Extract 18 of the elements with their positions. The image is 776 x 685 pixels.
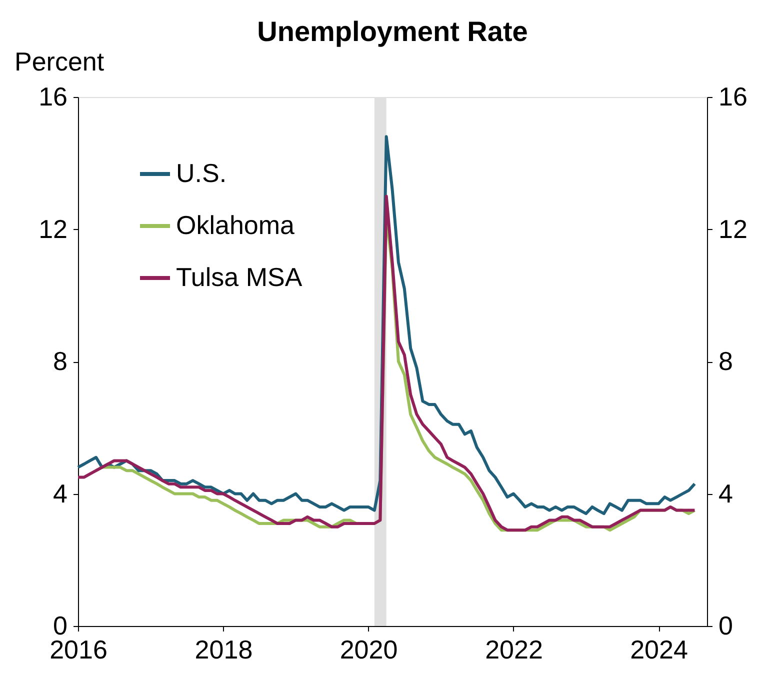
- chart-title: Unemployment Rate: [257, 16, 528, 47]
- legend-label: Tulsa MSA: [176, 262, 303, 292]
- y2-tick-label: 12: [718, 214, 748, 244]
- x-tick-label: 2024: [630, 634, 688, 664]
- legend-label: U.S.: [176, 158, 227, 188]
- x-tick-label: 2018: [194, 634, 253, 664]
- legend-label: Oklahoma: [176, 210, 296, 240]
- x-tick-label: 2020: [340, 634, 398, 664]
- y2-tick-label: 16: [718, 82, 748, 112]
- y-tick-label: 16: [38, 82, 68, 112]
- y2-tick-label: 4: [718, 478, 733, 508]
- y-tick-label: 8: [53, 346, 68, 376]
- x-tick-label: 2022: [485, 634, 543, 664]
- y-tick-label: 12: [38, 214, 68, 244]
- y2-tick-label: 0: [718, 610, 733, 640]
- y-tick-label: 4: [53, 478, 68, 508]
- y2-tick-label: 8: [718, 346, 733, 376]
- y-axis-title: Percent: [14, 46, 105, 76]
